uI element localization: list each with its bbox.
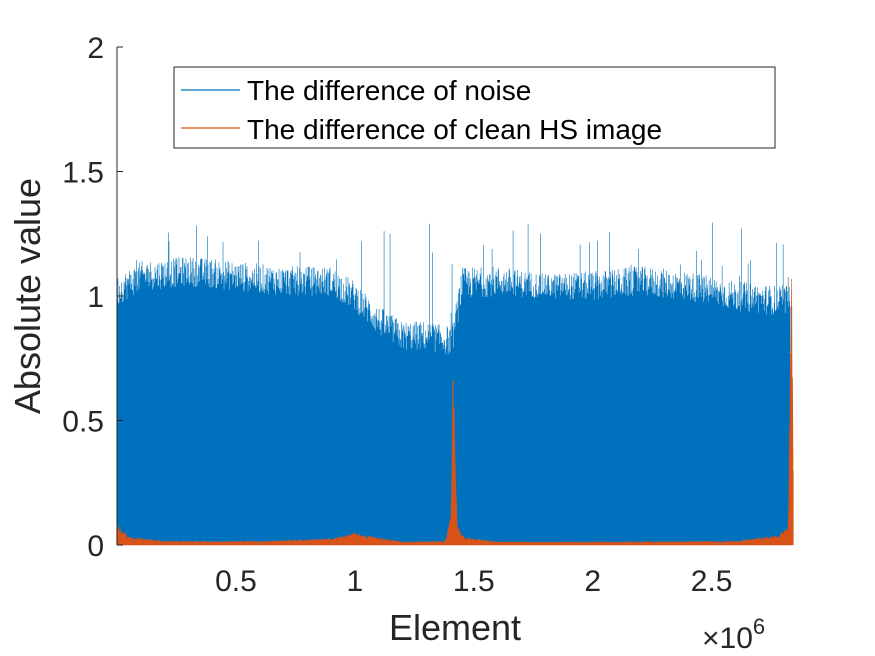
x-tick-label: 2 <box>584 565 601 598</box>
x-axis-label: Element <box>389 607 521 648</box>
x-ticks: 0.5 1 1.5 2 2.5 <box>215 565 732 598</box>
y-tick-label: 0 <box>87 530 104 563</box>
plot-area <box>116 222 794 546</box>
y-tick-label: 1.5 <box>62 157 104 190</box>
legend: The difference of noise The difference o… <box>173 66 776 149</box>
legend-label-noise: The difference of noise <box>247 75 531 106</box>
x-exponent-power: 6 <box>753 614 765 639</box>
y-tick-label: 0.5 <box>62 406 104 439</box>
clean-fill <box>116 278 794 546</box>
x-tick-label: 1.5 <box>453 565 495 598</box>
legend-box <box>173 66 776 149</box>
x-exponent-label: ×106 <box>702 614 765 655</box>
x-tick-label: 2.5 <box>691 565 733 598</box>
legend-label-clean: The difference of clean HS image <box>247 114 662 145</box>
series-clean <box>116 278 794 546</box>
y-axis-label: Absolute value <box>7 178 48 414</box>
x-exponent-base: ×10 <box>702 622 753 655</box>
axes: 0 0.5 1 1.5 2 0.5 1 1.5 2 2.5 <box>62 32 732 598</box>
x-tick-label: 0.5 <box>215 565 257 598</box>
y-tick-label: 1 <box>87 281 104 314</box>
x-tick-label: 1 <box>347 565 364 598</box>
y-ticks: 0 0.5 1 1.5 2 <box>62 32 123 563</box>
y-tick-label: 2 <box>87 32 104 65</box>
